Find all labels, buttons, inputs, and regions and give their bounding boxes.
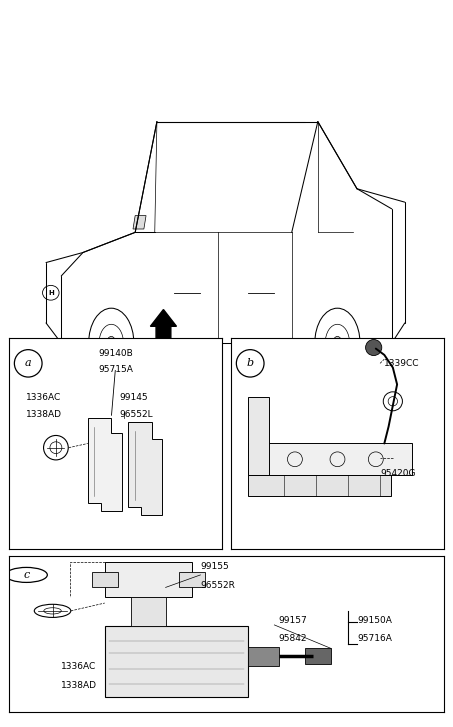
Polygon shape bbox=[105, 627, 248, 696]
Text: H: H bbox=[48, 290, 54, 296]
Polygon shape bbox=[128, 422, 162, 515]
Text: 96552L: 96552L bbox=[120, 410, 154, 419]
Polygon shape bbox=[88, 418, 122, 511]
Polygon shape bbox=[131, 597, 166, 627]
Text: 99150A: 99150A bbox=[357, 616, 392, 624]
Text: c: c bbox=[149, 407, 156, 420]
Polygon shape bbox=[150, 310, 177, 343]
Text: 1336AC: 1336AC bbox=[26, 393, 61, 402]
Polygon shape bbox=[92, 571, 118, 587]
Circle shape bbox=[366, 340, 382, 356]
Polygon shape bbox=[105, 563, 192, 597]
Text: 95842: 95842 bbox=[279, 634, 307, 643]
Text: a: a bbox=[25, 358, 32, 369]
Text: b: b bbox=[92, 407, 100, 420]
Text: 99155: 99155 bbox=[200, 563, 229, 571]
Text: a: a bbox=[49, 407, 56, 420]
Text: 99140B: 99140B bbox=[98, 349, 133, 358]
Text: 96552R: 96552R bbox=[200, 581, 235, 590]
Text: 1336AC: 1336AC bbox=[61, 662, 96, 672]
Text: b: b bbox=[246, 358, 254, 369]
Text: 95715A: 95715A bbox=[98, 366, 133, 374]
Text: 1339CC: 1339CC bbox=[384, 359, 420, 368]
Text: 99157: 99157 bbox=[279, 616, 308, 624]
Text: 1338AD: 1338AD bbox=[61, 681, 97, 690]
Text: 99145: 99145 bbox=[120, 393, 149, 402]
Polygon shape bbox=[248, 647, 279, 666]
Text: c: c bbox=[24, 570, 29, 580]
Polygon shape bbox=[178, 571, 205, 587]
Polygon shape bbox=[248, 475, 390, 496]
Circle shape bbox=[333, 337, 342, 350]
Text: 1338AD: 1338AD bbox=[26, 410, 62, 419]
Circle shape bbox=[107, 337, 116, 350]
Polygon shape bbox=[305, 648, 331, 664]
Text: 95716A: 95716A bbox=[357, 634, 392, 643]
Polygon shape bbox=[248, 443, 412, 475]
Text: 95420G: 95420G bbox=[380, 469, 415, 478]
Polygon shape bbox=[248, 397, 270, 475]
Polygon shape bbox=[133, 216, 146, 229]
